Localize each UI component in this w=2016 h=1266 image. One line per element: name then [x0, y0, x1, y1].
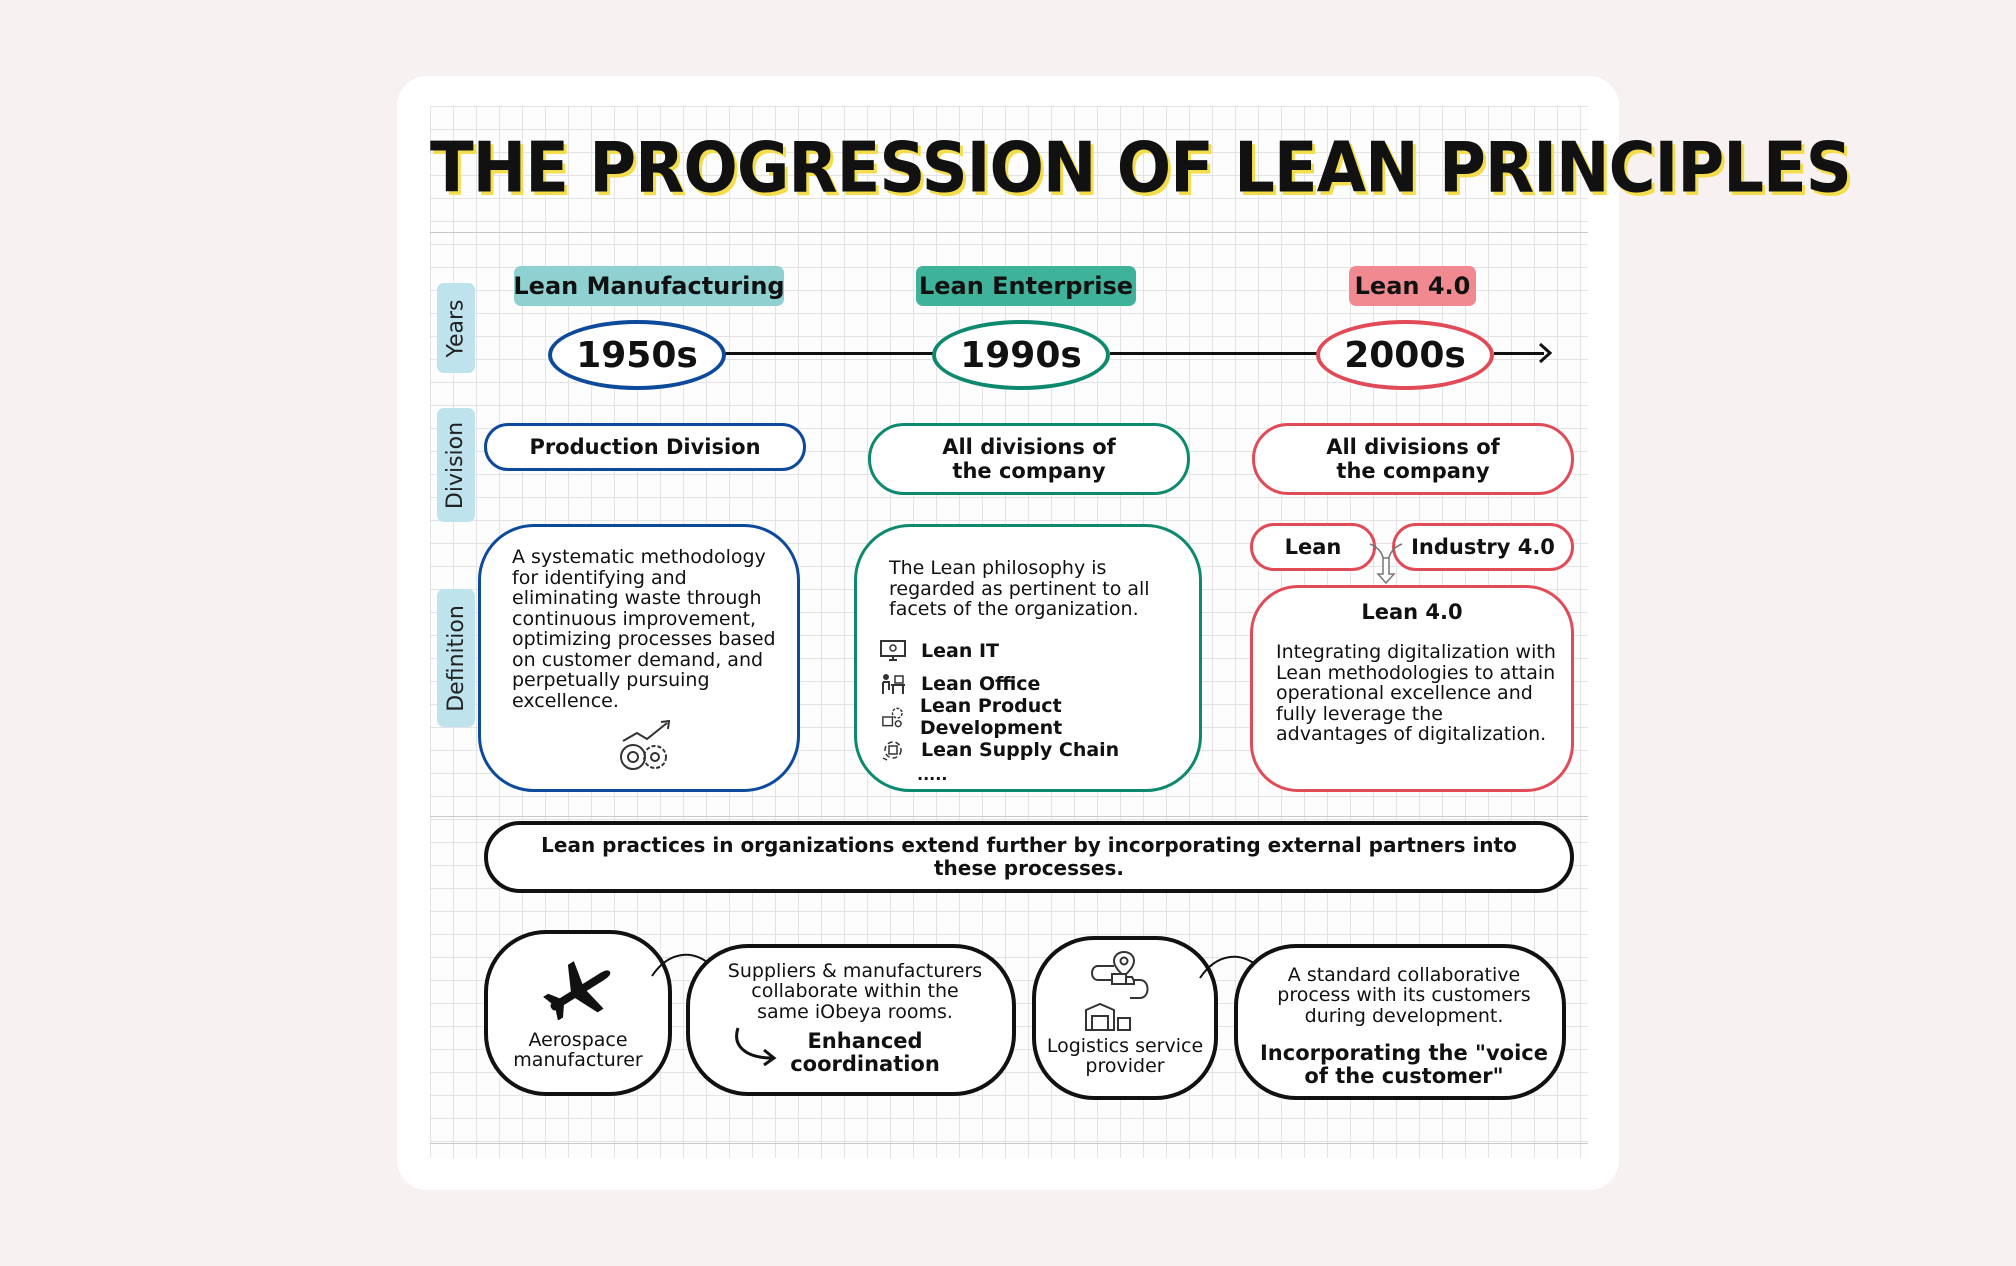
- division-production: Production Division: [484, 423, 806, 471]
- year-2000s: 2000s: [1316, 320, 1494, 390]
- list-item: Lean IT: [879, 634, 1199, 667]
- row-label-definition: Definition: [437, 589, 475, 727]
- timeline-arrow-icon: [1538, 342, 1552, 364]
- division-all-lean40: All divisions of the company: [1252, 423, 1574, 495]
- merge-arrow-icon: [1366, 540, 1406, 586]
- era-tag-lean-4-0: Lean 4.0: [1349, 266, 1476, 306]
- actor-label: Aerospace manufacturer: [492, 1030, 664, 1071]
- year-1950s: 1950s: [548, 320, 726, 390]
- page-title: THE PROGRESSION OF LEAN PRINCIPLES: [430, 129, 1588, 209]
- row-label-years: Years: [437, 283, 475, 373]
- combine-lean: Lean: [1250, 523, 1376, 571]
- combine-industry-4-0: Industry 4.0: [1392, 523, 1574, 571]
- example-outcome: Enhanced coordination: [790, 1030, 940, 1076]
- definition-lean-enterprise: The Lean philosophy is regarded as perti…: [854, 524, 1202, 792]
- era-tag-lean-enterprise: Lean Enterprise: [916, 266, 1136, 306]
- era-tag-lean-manufacturing: Lean Manufacturing: [514, 266, 784, 306]
- definition-title: Lean 4.0: [1253, 600, 1571, 624]
- list-item: Lean Product Development: [879, 700, 1199, 733]
- timeline-line: [725, 352, 935, 355]
- gears-growth-icon: [617, 717, 681, 773]
- product-development-icon: [879, 705, 906, 729]
- office-desk-icon: [879, 672, 907, 696]
- computer-icon: [879, 639, 907, 663]
- example-description: Suppliers & manufacturers collaborate wi…: [724, 961, 986, 1022]
- example-logistics: A standard collaborative process with it…: [1234, 944, 1566, 1100]
- curved-arrow-icon: [732, 1026, 782, 1066]
- actor-label: Logistics service provider: [1040, 1036, 1210, 1077]
- actor-logistics: Logistics service provider: [1032, 936, 1218, 1100]
- year-1990s: 1990s: [932, 320, 1110, 390]
- extension-statement: Lean practices in organizations extend f…: [484, 821, 1574, 893]
- timeline-line: [1110, 352, 1320, 355]
- example-outcome: Incorporating the "voice of the customer…: [1258, 1042, 1550, 1088]
- row-label-division: Division: [437, 408, 475, 522]
- more-items: .....: [917, 767, 947, 783]
- supply-chain-icon: [879, 738, 907, 762]
- definition-lean-manufacturing: A systematic methodology for identifying…: [478, 524, 800, 792]
- division-all-enterprise: All divisions of the company: [868, 423, 1190, 495]
- lean-enterprise-list: Lean IT Lean Office Lean Product Develop…: [879, 634, 1199, 766]
- definition-text: A systematic methodology for identifying…: [512, 547, 792, 711]
- example-description: A standard collaborative process with it…: [1268, 965, 1540, 1026]
- example-aerospace: Suppliers & manufacturers collaborate wi…: [686, 944, 1016, 1096]
- definition-text: Integrating digitalization with Lean met…: [1276, 642, 1558, 745]
- definition-lean-4-0: Lean 4.0 Integrating digitalization with…: [1250, 585, 1574, 792]
- definition-text: The Lean philosophy is regarded as perti…: [889, 558, 1179, 620]
- timeline-line: [1494, 352, 1544, 355]
- airplane-icon: [542, 956, 618, 1020]
- actor-aerospace: Aerospace manufacturer: [484, 930, 672, 1096]
- logistics-icon: [1084, 948, 1164, 1034]
